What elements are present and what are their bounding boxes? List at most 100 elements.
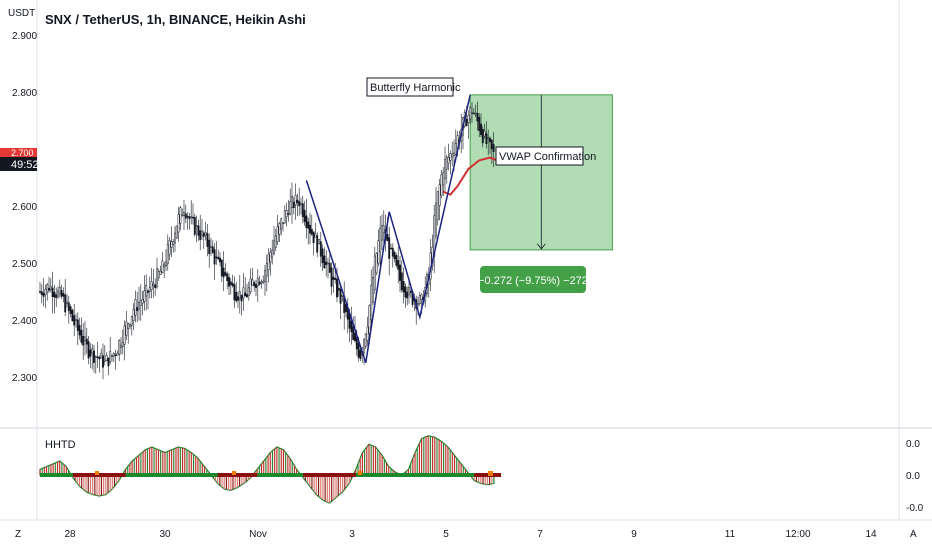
candle-body-224: [442, 172, 445, 186]
oscillator-baseline-seg-64: [461, 473, 469, 477]
candle-body-181: [364, 333, 367, 347]
oscillator-baseline-seg-49: [362, 473, 370, 477]
butterfly-label[interactable]: Butterfly Harmonic: [366, 77, 461, 97]
candle-body-114: [244, 292, 247, 297]
candle-body-163: [332, 276, 335, 280]
candle-body-51: [130, 315, 133, 326]
candle-body-221: [436, 191, 439, 220]
candle-body-34: [100, 352, 103, 359]
oscillator-baseline-seg-55: [401, 473, 409, 477]
candle-body-242: [474, 112, 477, 115]
candle-body-32: [96, 356, 99, 359]
oscillator-baseline-seg-65: [467, 473, 475, 477]
oscillator-baseline-seg-52: [382, 473, 390, 477]
candle-body-13: [62, 293, 65, 297]
candle-body-76: [175, 225, 178, 239]
time-axis[interactable]: 28 30 Nov 3 5 7 9 11 12:00 14: [64, 529, 877, 540]
candle-body-252: [492, 144, 495, 152]
candle-body-210: [417, 303, 419, 305]
candle-body-195: [390, 247, 392, 250]
price-tick-label-1: 2.800: [12, 88, 37, 99]
candle-body-137: [285, 210, 288, 218]
candle-body-44: [118, 340, 121, 355]
candle-body-9: [55, 294, 58, 298]
candle-body-106: [229, 281, 232, 285]
oscillator-baseline-seg-43: [322, 473, 331, 477]
candle-body-127: [267, 254, 270, 271]
candle-body-126: [265, 263, 268, 277]
candle-body-37: [105, 354, 108, 361]
oscillator-baseline-seg-59: [428, 473, 436, 477]
candle-body-72: [168, 240, 171, 255]
vwap-line[interactable]: [442, 156, 498, 196]
price-axis[interactable]: 2.900 2.800 2.600 2.500 2.400 2.300: [12, 31, 37, 384]
oscillator-baseline-seg-38: [290, 473, 298, 477]
oscillator-baseline-seg-1: [46, 473, 54, 477]
time-tick-label-9: 14: [865, 529, 877, 540]
oscillator-baseline-seg-47: [349, 473, 357, 477]
auto-scale-button-a[interactable]: A: [910, 529, 917, 540]
candle-body-59: [145, 285, 148, 297]
price-tick-label-4: 2.400: [12, 316, 37, 327]
oscillator-signal-2: [232, 471, 236, 475]
candle-body-223: [440, 174, 443, 196]
candle-body-131: [274, 235, 277, 248]
oscillator-baseline-seg-16: [145, 473, 153, 477]
candle-body-90: [201, 230, 203, 236]
oscillator-baseline-seg-19: [165, 473, 173, 477]
oscillator-baseline-seg-15: [138, 473, 146, 477]
time-tick-label-8: 12:00: [785, 529, 810, 540]
candle-body-105: [228, 277, 230, 287]
candle-body-186: [373, 255, 376, 291]
candle-body-231: [454, 143, 457, 155]
candle-body-96: [211, 246, 214, 253]
time-tick-label-6: 9: [631, 529, 637, 540]
candle-body-14: [64, 294, 67, 313]
measure-badge[interactable]: −0.272 (−9.75%) −272: [478, 266, 588, 293]
oscillator-baseline-seg-30: [237, 473, 245, 477]
candle-body-230: [453, 152, 455, 156]
candle-body-22: [78, 325, 81, 336]
candle-body-124: [262, 280, 265, 283]
candle-body-54: [136, 307, 139, 312]
candle-body-11: [58, 287, 61, 294]
candlestick-series[interactable]: [39, 101, 495, 380]
candle-body-15: [66, 301, 68, 304]
candle-body-101: [220, 259, 223, 277]
candle-body-66: [157, 271, 160, 278]
candle-body-12: [60, 290, 63, 297]
candle-body-191: [382, 225, 385, 234]
candle-body-246: [481, 129, 484, 144]
hhtd-oscillator[interactable]: [39, 435, 502, 504]
measure-badge-text: −0.272 (−9.75%) −272: [478, 275, 588, 287]
candle-body-88: [197, 225, 200, 236]
candle-body-103: [224, 272, 227, 276]
price-tick-label-5: 2.300: [12, 373, 37, 384]
candle-body-238: [467, 115, 470, 123]
candle-body-167: [339, 288, 342, 304]
oscillator-baseline-seg-44: [329, 473, 337, 477]
oscillator-baseline-seg-33: [257, 473, 265, 477]
zoom-button-z[interactable]: Z: [15, 529, 21, 540]
oscillator-baseline-seg-63: [454, 473, 462, 477]
candle-body-183: [368, 305, 371, 334]
vwap-confirmation-label[interactable]: VWAP Confirmation: [495, 146, 596, 166]
candle-body-31: [94, 356, 97, 358]
candle-body-117: [249, 278, 252, 293]
butterfly-harmonic-pattern-line[interactable]: [305, 94, 471, 363]
candle-body-220: [435, 202, 437, 237]
candle-body-38: [107, 357, 110, 367]
candle-body-139: [289, 201, 292, 215]
candle-body-151: [310, 228, 313, 235]
candle-body-81: [184, 213, 187, 219]
indicator-axis-label-2: 0.0: [906, 471, 920, 482]
candle-body-84: [190, 216, 193, 219]
candle-body-3: [44, 289, 47, 296]
candle-body-161: [328, 262, 331, 273]
candle-body-78: [179, 207, 182, 224]
oscillator-baseline-seg-31: [243, 473, 252, 477]
candle-body-196: [391, 247, 394, 257]
candle-body-71: [166, 244, 169, 265]
candle-body-39: [109, 351, 112, 363]
